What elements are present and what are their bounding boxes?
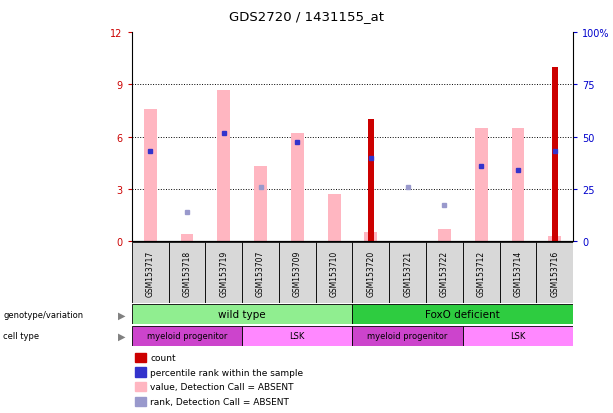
Bar bbox=[181, 235, 194, 242]
FancyBboxPatch shape bbox=[205, 242, 242, 304]
Bar bbox=[218, 90, 230, 242]
Text: cell type: cell type bbox=[3, 332, 39, 341]
Text: percentile rank within the sample: percentile rank within the sample bbox=[150, 368, 303, 377]
Text: LSK: LSK bbox=[510, 331, 526, 340]
Text: myeloid progenitor: myeloid progenitor bbox=[147, 331, 227, 340]
Text: rank, Detection Call = ABSENT: rank, Detection Call = ABSENT bbox=[150, 397, 289, 406]
FancyBboxPatch shape bbox=[389, 242, 426, 304]
FancyBboxPatch shape bbox=[316, 242, 352, 304]
FancyBboxPatch shape bbox=[132, 326, 242, 346]
Text: GSM153707: GSM153707 bbox=[256, 250, 265, 296]
Text: GSM153719: GSM153719 bbox=[219, 250, 228, 296]
Text: myeloid progenitor: myeloid progenitor bbox=[367, 331, 448, 340]
Bar bbox=[475, 128, 488, 242]
FancyBboxPatch shape bbox=[463, 326, 573, 346]
Text: ▶: ▶ bbox=[118, 331, 126, 341]
Bar bbox=[438, 230, 451, 242]
Text: GSM153710: GSM153710 bbox=[330, 250, 338, 296]
Text: GSM153716: GSM153716 bbox=[550, 250, 559, 296]
Bar bbox=[143, 109, 157, 242]
Bar bbox=[365, 233, 378, 242]
FancyBboxPatch shape bbox=[169, 242, 205, 304]
Text: GDS2720 / 1431155_at: GDS2720 / 1431155_at bbox=[229, 10, 384, 23]
FancyBboxPatch shape bbox=[279, 242, 316, 304]
Bar bbox=[549, 236, 562, 242]
FancyBboxPatch shape bbox=[426, 242, 463, 304]
Bar bbox=[254, 167, 267, 242]
FancyBboxPatch shape bbox=[463, 242, 500, 304]
FancyBboxPatch shape bbox=[536, 242, 573, 304]
Text: ▶: ▶ bbox=[118, 310, 126, 320]
Bar bbox=[512, 128, 525, 242]
FancyBboxPatch shape bbox=[132, 242, 169, 304]
Bar bbox=[328, 195, 341, 242]
Text: GSM153718: GSM153718 bbox=[183, 250, 191, 296]
Text: GSM153709: GSM153709 bbox=[293, 250, 302, 296]
FancyBboxPatch shape bbox=[352, 242, 389, 304]
Text: count: count bbox=[150, 353, 176, 362]
Text: GSM153712: GSM153712 bbox=[477, 250, 485, 296]
FancyBboxPatch shape bbox=[242, 242, 279, 304]
Text: GSM153714: GSM153714 bbox=[514, 250, 522, 296]
Text: genotype/variation: genotype/variation bbox=[3, 310, 83, 319]
Bar bbox=[291, 134, 304, 242]
FancyBboxPatch shape bbox=[132, 304, 352, 324]
Bar bbox=[552, 68, 558, 242]
Text: LSK: LSK bbox=[289, 331, 305, 340]
Text: wild type: wild type bbox=[218, 309, 266, 319]
Text: GSM153717: GSM153717 bbox=[146, 250, 154, 296]
Text: FoxO deficient: FoxO deficient bbox=[425, 309, 500, 319]
Bar bbox=[368, 120, 374, 242]
Text: GSM153720: GSM153720 bbox=[367, 250, 375, 296]
Text: GSM153722: GSM153722 bbox=[440, 250, 449, 296]
FancyBboxPatch shape bbox=[242, 326, 352, 346]
Text: value, Detection Call = ABSENT: value, Detection Call = ABSENT bbox=[150, 382, 294, 392]
Text: GSM153721: GSM153721 bbox=[403, 250, 412, 296]
FancyBboxPatch shape bbox=[352, 326, 463, 346]
FancyBboxPatch shape bbox=[352, 304, 573, 324]
FancyBboxPatch shape bbox=[500, 242, 536, 304]
